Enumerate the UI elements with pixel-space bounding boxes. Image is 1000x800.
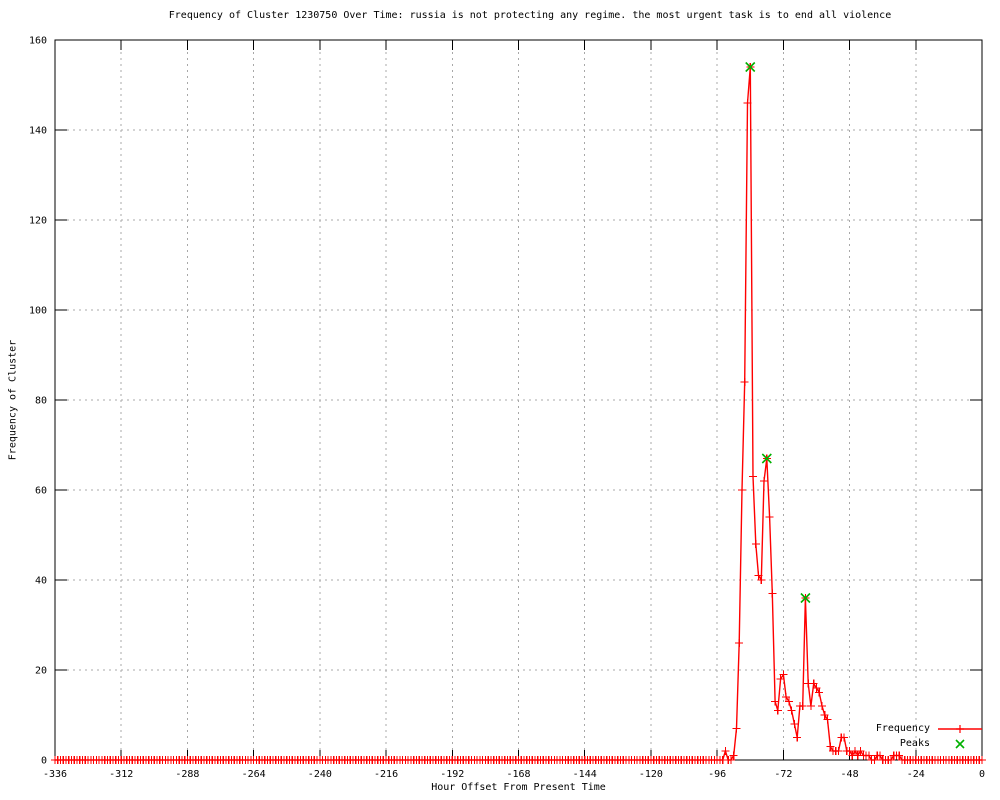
y-tick-label: 40	[35, 576, 47, 587]
y-tick-label: 20	[35, 666, 47, 677]
y-tick-label: 140	[29, 126, 47, 137]
peak-cross-markers	[745, 61, 811, 604]
x-tick-label: -48	[841, 769, 859, 780]
legend-frequency-sample-plus-icon	[956, 724, 964, 733]
chart-title: Frequency of Cluster 1230750 Over Time: …	[168, 10, 892, 21]
x-tick-label: -312	[109, 769, 133, 780]
peaks-cross-sample-icon	[955, 738, 965, 749]
y-tick-label: 120	[29, 216, 47, 227]
x-tick-label: -72	[774, 769, 792, 780]
x-axis-label: Hour Offset From Present Time	[431, 782, 606, 793]
legend-item-peaks: Peaks	[846, 736, 984, 751]
y-tick-label: 80	[35, 396, 47, 407]
x-tick-label: -168	[506, 769, 530, 780]
x-tick-label: -336	[43, 769, 67, 780]
frequency-line-sample-icon	[938, 724, 982, 733]
x-tick-label: -24	[907, 769, 925, 780]
y-tick-label: 160	[29, 36, 47, 47]
legend: Frequency Peaks	[846, 721, 984, 751]
legend-item-frequency: Frequency	[846, 721, 984, 736]
legend-label-peaks: Peaks	[899, 738, 930, 749]
x-tick-label: -96	[708, 769, 726, 780]
x-tick-label: 0	[979, 769, 985, 780]
x-tick-label: -192	[440, 769, 464, 780]
x-tick-label: -288	[175, 769, 199, 780]
x-tick-label: -264	[242, 769, 266, 780]
y-tick-label: 100	[29, 306, 47, 317]
x-tick-label: -240	[308, 769, 332, 780]
y-tick-label: 60	[35, 486, 47, 497]
y-tick-label: 0	[41, 756, 47, 767]
legend-label-frequency: Frequency	[875, 723, 930, 734]
x-tick-label: -120	[639, 769, 663, 780]
frequency-plus-markers	[51, 63, 986, 764]
x-tick-label: -144	[573, 769, 597, 780]
x-tick-label: -216	[374, 769, 398, 780]
legend-peaks-sample-cross-icon	[955, 738, 965, 749]
